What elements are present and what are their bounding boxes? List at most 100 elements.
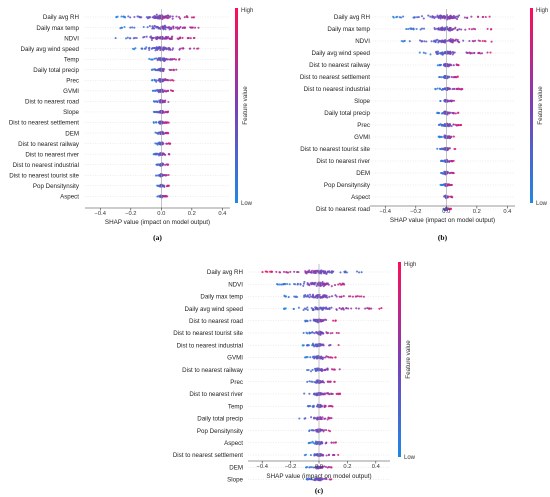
shap-point bbox=[315, 393, 318, 396]
feature-label: Dist to nearest river bbox=[25, 151, 79, 158]
shap-point bbox=[133, 36, 137, 39]
shap-point bbox=[452, 123, 455, 126]
shap-point bbox=[459, 87, 462, 91]
colorbar bbox=[530, 8, 533, 203]
shap-point bbox=[159, 153, 162, 156]
shap-point bbox=[133, 26, 136, 29]
feature-label: Daily total precip bbox=[33, 67, 79, 74]
shap-point bbox=[431, 15, 435, 18]
feature-label: DEM bbox=[229, 464, 243, 471]
shap-point bbox=[167, 173, 170, 177]
shap-point bbox=[460, 28, 463, 31]
shap-point bbox=[357, 307, 360, 310]
shap-point bbox=[320, 368, 323, 371]
shap-point bbox=[183, 16, 186, 19]
shap-point bbox=[325, 454, 328, 457]
shap-point bbox=[179, 36, 182, 39]
shap-point bbox=[456, 38, 459, 41]
shap-point bbox=[446, 171, 449, 174]
shap-point bbox=[335, 295, 338, 298]
shap-point bbox=[174, 58, 178, 61]
shap-point bbox=[178, 48, 181, 51]
shap-point bbox=[151, 79, 154, 82]
shap-point bbox=[127, 15, 130, 18]
x-tick-label: −0.4 bbox=[380, 209, 392, 215]
shap-point bbox=[338, 368, 341, 371]
shap-point bbox=[440, 112, 444, 115]
shap-point bbox=[451, 99, 454, 102]
x-tick-label: 0.2 bbox=[188, 211, 196, 217]
shap-point bbox=[490, 40, 493, 43]
shap-point bbox=[120, 15, 123, 18]
shap-point bbox=[315, 441, 318, 444]
shap-point bbox=[355, 270, 359, 273]
shap-point bbox=[163, 58, 166, 61]
shap-point bbox=[299, 282, 302, 286]
shap-point bbox=[148, 48, 151, 52]
shap-point bbox=[315, 379, 318, 382]
shap-point bbox=[164, 163, 167, 166]
shap-point bbox=[145, 35, 148, 38]
shap-point bbox=[437, 28, 440, 31]
shap-point bbox=[448, 39, 452, 42]
feature-label: Daily avg wind speed bbox=[21, 46, 80, 53]
shap-point bbox=[335, 308, 338, 311]
shap-point bbox=[448, 63, 452, 66]
shap-point bbox=[175, 15, 178, 18]
shap-point bbox=[162, 174, 165, 177]
shap-point bbox=[306, 282, 309, 285]
feature-label: Temp bbox=[228, 403, 244, 410]
shap-point bbox=[280, 283, 283, 286]
shap-point bbox=[153, 79, 157, 82]
shap-point bbox=[315, 331, 318, 334]
shap-point bbox=[333, 380, 336, 383]
shap-point bbox=[326, 296, 329, 299]
feature-label: Daily total precip bbox=[197, 416, 243, 423]
shap-point bbox=[169, 15, 172, 18]
panel-label: (b) bbox=[438, 233, 448, 242]
shap-point bbox=[323, 465, 326, 468]
shap-point bbox=[302, 284, 305, 287]
shap-point bbox=[162, 101, 165, 104]
shap-point bbox=[192, 16, 195, 19]
shap-point bbox=[310, 270, 313, 273]
shap-point bbox=[293, 270, 296, 273]
shap-point bbox=[321, 281, 324, 284]
shap-point bbox=[447, 125, 450, 128]
shap-point bbox=[468, 27, 471, 31]
shap-point bbox=[489, 28, 493, 31]
shap-point bbox=[322, 344, 325, 347]
shap-point bbox=[452, 99, 456, 102]
shap-point bbox=[408, 40, 411, 43]
shap-point bbox=[444, 111, 448, 114]
shap-point bbox=[330, 441, 333, 444]
shap-point bbox=[327, 465, 330, 468]
shap-point bbox=[176, 37, 179, 40]
x-tick-label: −0.2 bbox=[410, 209, 421, 215]
feature-label: Daily avg RH bbox=[43, 14, 79, 21]
shap-point bbox=[466, 16, 469, 20]
shap-point bbox=[194, 26, 197, 29]
shap-point bbox=[322, 295, 325, 298]
feature-label: Daily avg wind speed bbox=[312, 50, 371, 57]
shap-point bbox=[302, 344, 305, 347]
shap-point bbox=[457, 111, 460, 115]
shap-point bbox=[392, 16, 395, 19]
shap-point bbox=[182, 26, 185, 29]
shap-point bbox=[422, 17, 425, 20]
feature-label: Dist to nearest railway bbox=[182, 367, 244, 374]
shap-point bbox=[448, 160, 451, 163]
shap-point bbox=[306, 306, 309, 309]
shap-point bbox=[345, 307, 348, 310]
feature-label: Dist to nearest settlement bbox=[173, 452, 243, 459]
shap-point bbox=[330, 417, 333, 420]
shap-point bbox=[147, 16, 150, 19]
shap-point bbox=[146, 26, 149, 29]
shap-point bbox=[181, 36, 184, 39]
x-tick-label: −0.2 bbox=[125, 211, 136, 217]
feature-label: DEM bbox=[356, 170, 370, 177]
feature-label: Prec bbox=[357, 122, 370, 129]
shap-point bbox=[448, 122, 451, 126]
shap-point bbox=[424, 52, 427, 55]
shap-point bbox=[317, 405, 320, 408]
